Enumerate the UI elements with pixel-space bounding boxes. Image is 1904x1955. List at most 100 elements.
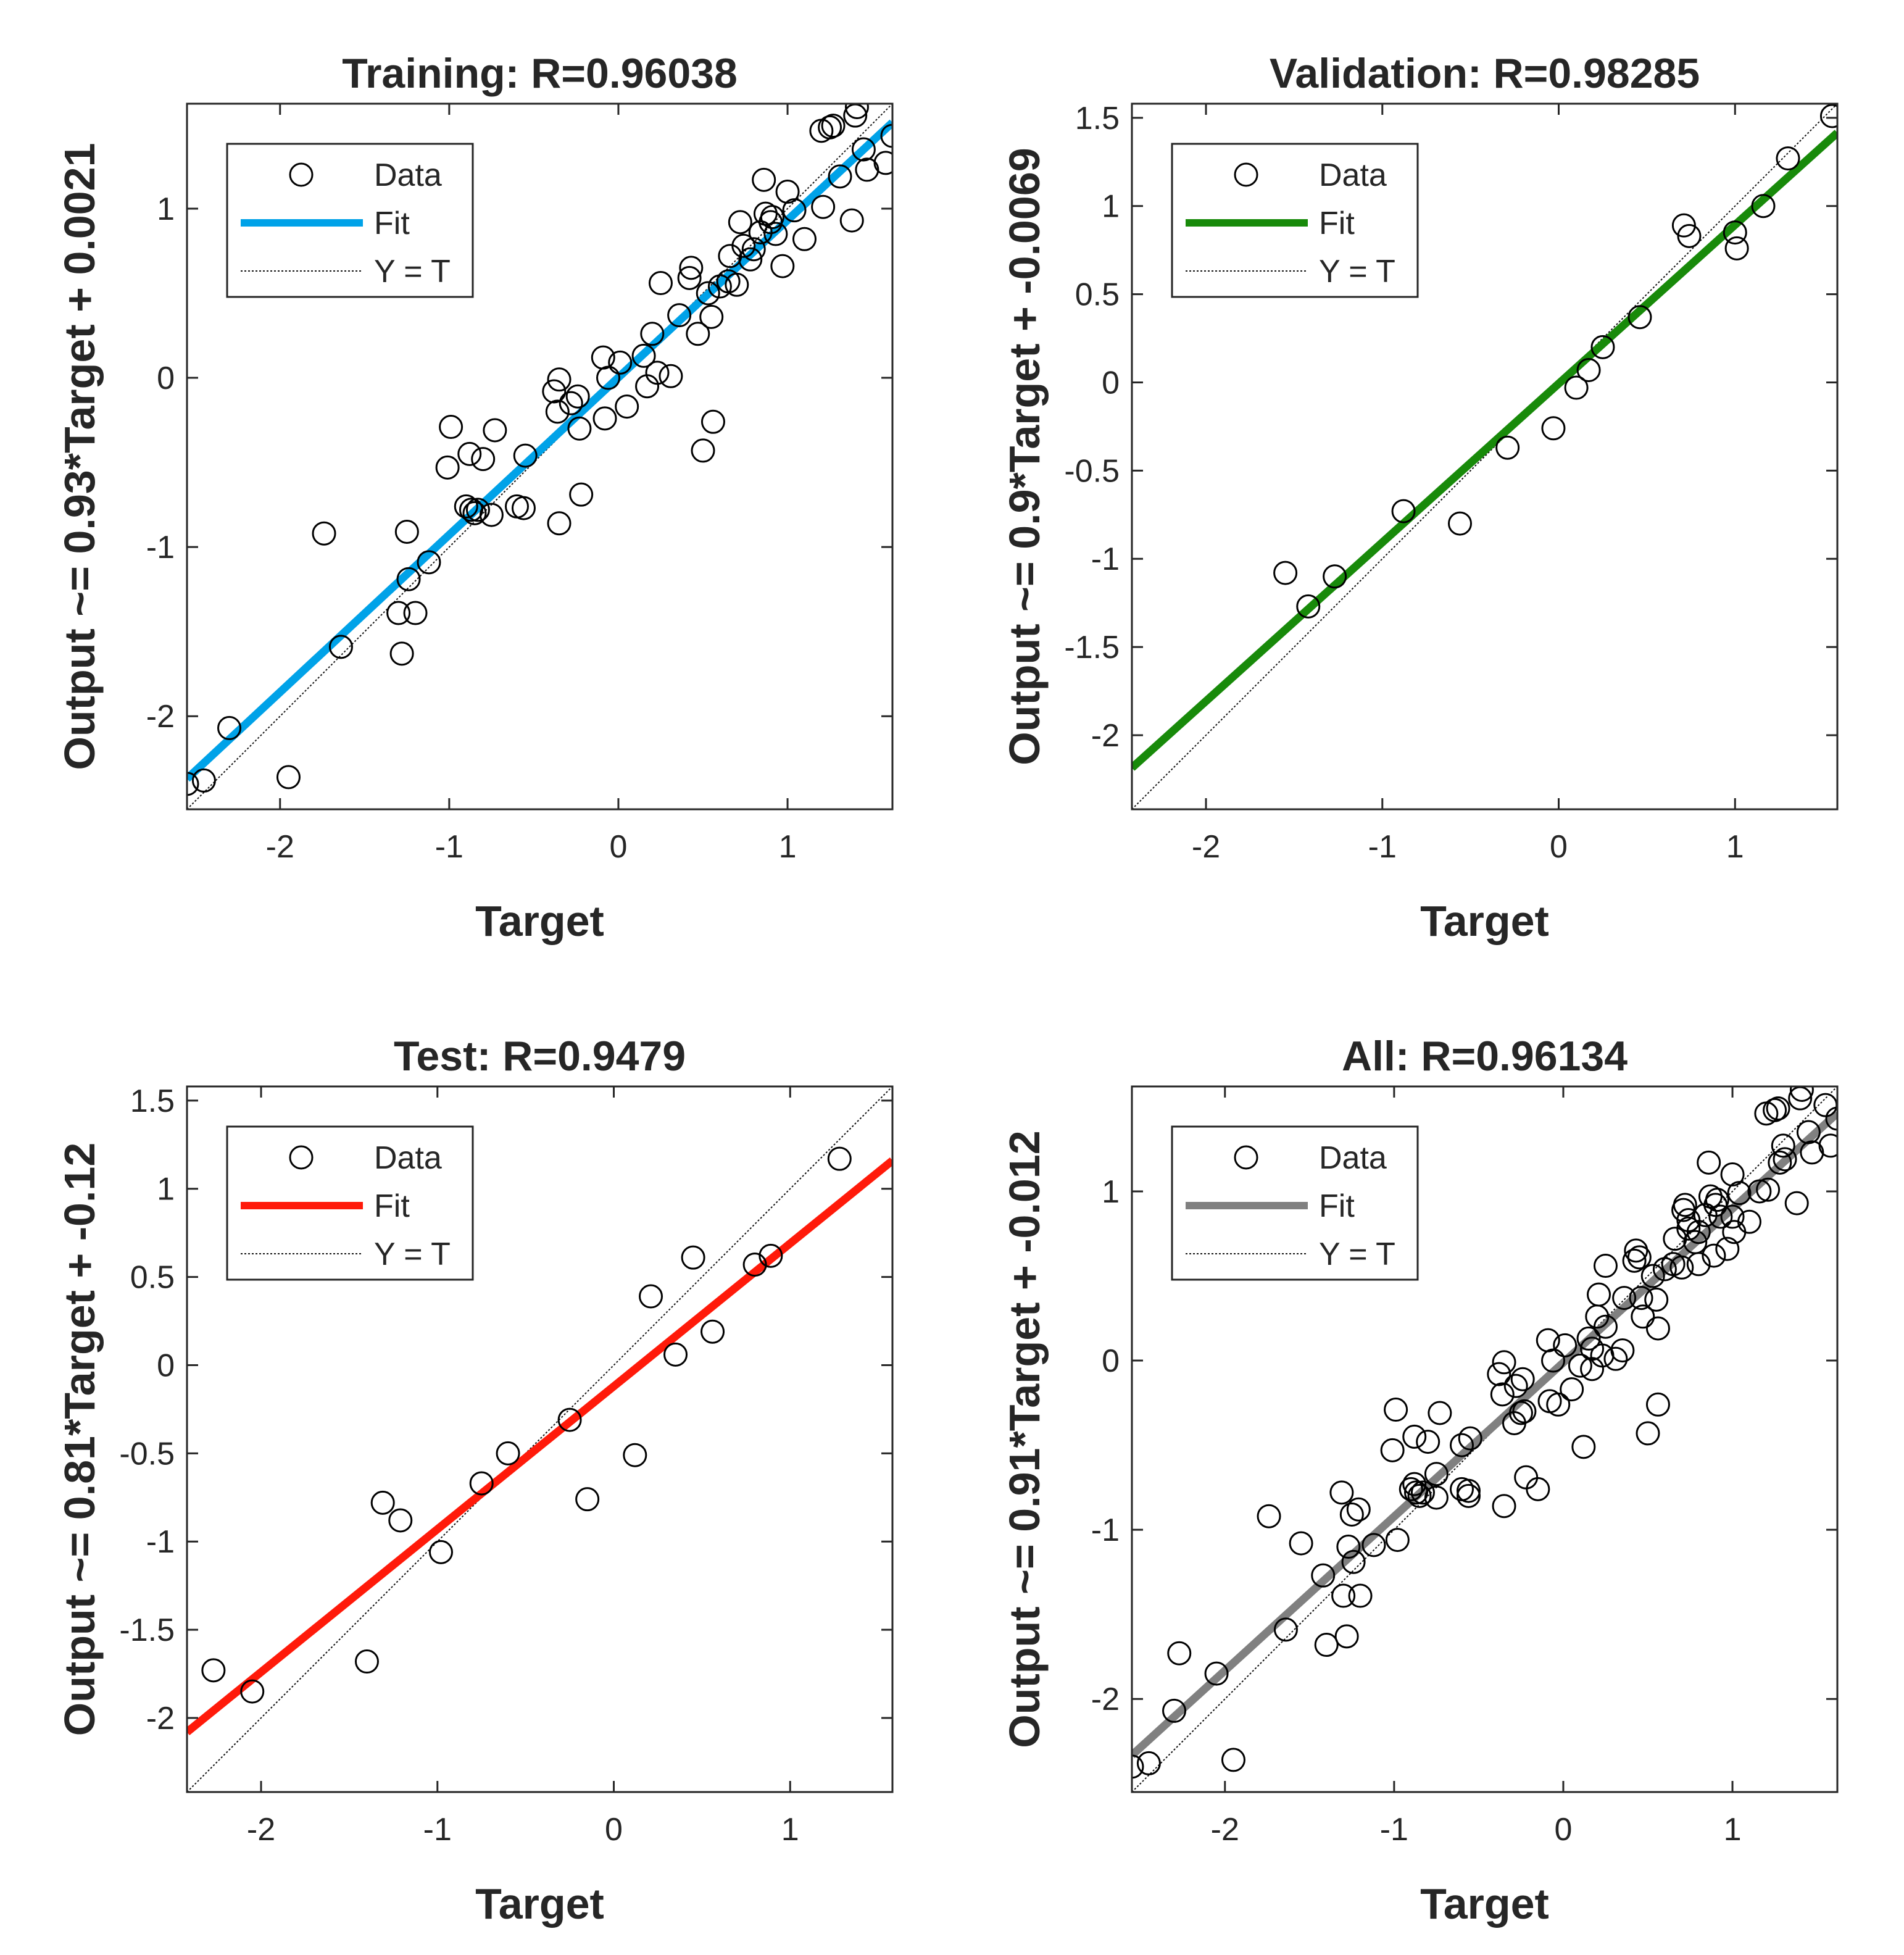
- data-point: [1676, 1216, 1701, 1241]
- data-point: [741, 237, 766, 262]
- legend-marker-data: [289, 162, 314, 187]
- data-point: [1628, 305, 1652, 330]
- data-point: [738, 247, 763, 272]
- data-point: [1447, 511, 1472, 536]
- axes-box: [186, 1085, 894, 1793]
- data-point: [1456, 1483, 1481, 1508]
- data-point: [191, 768, 216, 793]
- data-point: [725, 272, 749, 297]
- data-point: [1492, 1350, 1516, 1375]
- data-point: [1449, 1433, 1474, 1457]
- data-point: [1686, 1252, 1711, 1277]
- data-point: [1677, 223, 1702, 248]
- data-point: [1456, 1478, 1481, 1503]
- data-point: [851, 137, 876, 162]
- data-point: [699, 304, 724, 329]
- x-tick-label: -2: [1192, 829, 1220, 865]
- data-point: [435, 455, 460, 480]
- data-point: [1132, 1754, 1144, 1779]
- data-point: [1697, 1150, 1721, 1175]
- chart-panel-2: -2 -1 0 1 -2 -1.5 -1 -0.5 0 0.5 1 1.5 Validation: R=…: [1000, 50, 1839, 945]
- data-point: [677, 265, 702, 290]
- data-point: [469, 1471, 494, 1496]
- data-point: [1334, 1624, 1359, 1649]
- data-point: [1289, 1531, 1313, 1556]
- data-point: [1763, 1098, 1787, 1122]
- data-point: [811, 194, 836, 219]
- data-point: [1576, 357, 1601, 382]
- data-point: [1487, 1362, 1511, 1386]
- data-point: [1610, 1338, 1635, 1363]
- data-point: [1645, 1316, 1670, 1341]
- data-point: [1407, 1483, 1432, 1508]
- plot-content: [187, 1086, 892, 1792]
- data-point: [1204, 1661, 1229, 1686]
- data-point: [1768, 1150, 1792, 1175]
- data-point: [1673, 1193, 1697, 1217]
- data-point: [1622, 1248, 1647, 1273]
- x-tick-label: -2: [266, 829, 294, 865]
- data-point: [818, 115, 842, 140]
- data-point: [615, 394, 639, 419]
- data-point: [1724, 236, 1749, 261]
- data-point: [217, 715, 242, 740]
- legend-entry: Fit: [374, 206, 410, 241]
- data-point: [640, 322, 665, 346]
- data-point: [565, 384, 590, 409]
- data-point: [386, 601, 411, 625]
- y-tick-label: -1.5: [1064, 630, 1120, 665]
- x-tick-label: 1: [1724, 1812, 1742, 1848]
- plot-content: [1132, 104, 1837, 809]
- data-point: [1636, 1421, 1660, 1446]
- data-point: [1221, 1748, 1245, 1772]
- data-point: [728, 210, 752, 235]
- data-point: [700, 409, 725, 434]
- legend-entry: Fit: [1319, 1188, 1355, 1224]
- data-point: [1640, 1264, 1665, 1288]
- data-point: [1495, 435, 1520, 460]
- y-axis-label: Output ~= 0.91*Target + -0.012: [1000, 1130, 1049, 1748]
- legend-marker-data: [1234, 1145, 1258, 1170]
- data-point: [1257, 1504, 1281, 1528]
- data-point: [547, 367, 572, 392]
- axes-box: [186, 102, 894, 811]
- data-point: [1603, 1346, 1628, 1371]
- data-point: [428, 1540, 453, 1564]
- data-point: [1510, 1367, 1535, 1391]
- data-point: [1329, 1480, 1354, 1505]
- data-point: [855, 157, 879, 182]
- x-axis-label: Target: [475, 1880, 604, 1928]
- data-point: [1576, 1326, 1601, 1351]
- data-point: [742, 1253, 767, 1277]
- data-point: [1612, 1286, 1637, 1311]
- data-point: [187, 772, 199, 796]
- data-point: [1568, 1353, 1592, 1378]
- x-tick-label: 0: [609, 829, 627, 865]
- data-point: [1571, 1435, 1596, 1459]
- legend: Data Fit Y = T: [226, 143, 474, 298]
- y-tick-label: 1: [1102, 189, 1120, 225]
- data-point: [645, 361, 670, 385]
- data-point: [479, 502, 504, 527]
- data-point: [821, 114, 846, 138]
- data-point: [686, 322, 710, 346]
- y-tick-label: 0: [157, 1348, 175, 1383]
- data-point: [1492, 1494, 1516, 1519]
- data-point: [1546, 1392, 1571, 1417]
- x-tick-label: 0: [1554, 1812, 1572, 1848]
- x-tick-label: -1: [1368, 829, 1397, 865]
- data-point: [1341, 1549, 1366, 1574]
- data-point: [545, 399, 570, 424]
- data-point: [1385, 1528, 1410, 1553]
- x-axis-label: Target: [475, 897, 604, 945]
- data-point: [1671, 213, 1696, 238]
- legend-entry: Y = T: [374, 254, 451, 290]
- y-tick-label: -2: [146, 1701, 175, 1736]
- y-tick-label: -1: [146, 530, 175, 565]
- x-tick-label: 1: [779, 829, 797, 865]
- legend-marker-data: [1234, 162, 1258, 187]
- y-tick-label: -2: [1091, 718, 1120, 754]
- data-point: [1428, 1401, 1452, 1425]
- data-point: [1645, 1392, 1670, 1417]
- data-point: [1644, 1287, 1669, 1312]
